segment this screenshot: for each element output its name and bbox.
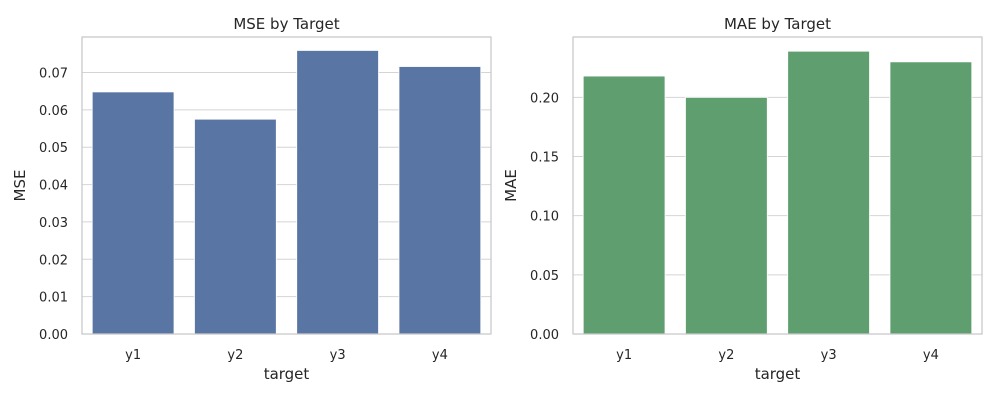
x-tick-label: y1 <box>616 348 632 363</box>
y-tick-label: 0.03 <box>39 216 68 231</box>
x-tick-label: y1 <box>125 348 141 363</box>
x-axis-label: target <box>755 365 801 383</box>
y-axis-label: MSE <box>11 170 29 202</box>
bar-y4 <box>889 61 973 335</box>
x-tick-label: y4 <box>923 348 939 363</box>
y-tick-label: 0.00 <box>39 328 68 343</box>
chart-title: MSE by Target <box>233 15 339 33</box>
x-axis-label: target <box>264 365 310 383</box>
y-tick-label: 0.06 <box>39 104 68 119</box>
chart-title: MAE by Target <box>724 15 831 33</box>
plot-frame <box>572 36 983 335</box>
y-tick-label: 0.05 <box>39 141 68 156</box>
y-tick-label: 0.10 <box>530 210 559 225</box>
x-tick-label: y3 <box>821 348 837 363</box>
bar-y1 <box>91 91 175 335</box>
bar-y3 <box>296 50 379 335</box>
plot-frame <box>81 36 492 335</box>
y-axis-label: MAE <box>502 169 520 202</box>
y-tick-label: 0.05 <box>530 269 559 284</box>
y-tick-label: 0.02 <box>39 253 68 268</box>
x-tick-label: y4 <box>432 348 448 363</box>
bar-y2 <box>194 118 277 335</box>
bar-y4 <box>398 66 482 335</box>
bar-y1 <box>582 75 666 335</box>
bar-y3 <box>787 50 870 335</box>
chart-2: y1 y2 y3 y4 0.00 0.05 0.10 0.15 0.20 MAE by Targe… <box>502 15 983 383</box>
x-tick-label: y3 <box>330 348 346 363</box>
x-tick-label: y2 <box>227 348 243 363</box>
y-tick-label: 0.20 <box>530 91 559 106</box>
bar-y2 <box>685 96 768 335</box>
y-tick-label: 0.00 <box>530 328 559 343</box>
y-tick-label: 0.04 <box>39 179 68 194</box>
chart-1: y1 y2 y3 y4 0.00 0.01 0.02 0.03 0.04 0.05 0.06 0.07… <box>11 15 492 383</box>
y-tick-label: 0.01 <box>39 291 68 306</box>
y-tick-label: 0.15 <box>530 151 559 166</box>
x-tick-label: y2 <box>718 348 734 363</box>
y-tick-label: 0.07 <box>39 66 68 81</box>
